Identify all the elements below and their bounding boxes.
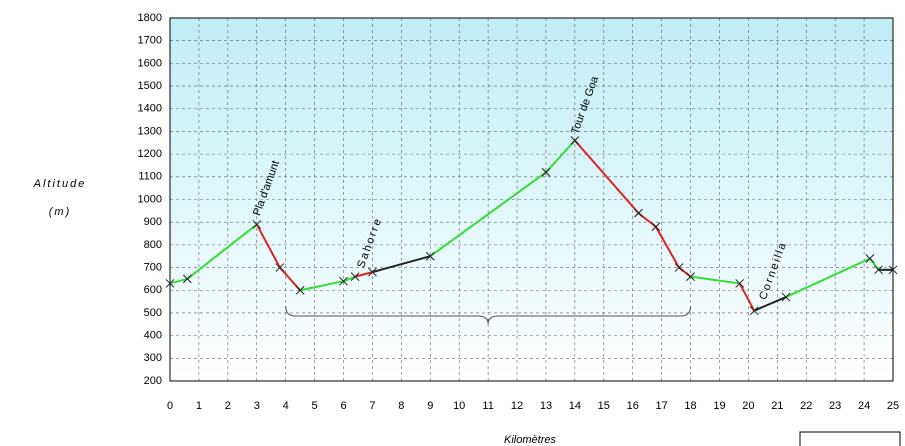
point-marker bbox=[865, 254, 875, 263]
x-tick-label: 5 bbox=[312, 400, 318, 412]
x-tick-label: 3 bbox=[254, 400, 260, 412]
x-tick-label: 17 bbox=[656, 400, 668, 412]
x-tick-label: 1 bbox=[196, 400, 202, 412]
point-marker bbox=[295, 285, 305, 295]
x-tick-label: 18 bbox=[684, 400, 696, 412]
point-marker bbox=[165, 279, 175, 288]
y-tick-label: 200 bbox=[144, 375, 162, 387]
y-tick-label: 1400 bbox=[138, 103, 162, 115]
point-marker bbox=[749, 306, 759, 316]
legend-box bbox=[799, 431, 901, 446]
line-segment bbox=[785, 257, 871, 298]
y-tick-label: 1700 bbox=[138, 35, 162, 47]
plot-border bbox=[169, 17, 894, 382]
y-tick-label: 1100 bbox=[138, 171, 162, 183]
point-marker bbox=[252, 220, 262, 229]
x-tick-label: 9 bbox=[427, 400, 433, 412]
point-marker bbox=[541, 167, 551, 177]
line-segment bbox=[255, 223, 281, 269]
y-tick-label: 400 bbox=[144, 330, 162, 342]
y-tick-label: 700 bbox=[144, 261, 162, 273]
line-segment bbox=[186, 223, 258, 280]
line-segment bbox=[654, 226, 680, 269]
y-tick-label: 900 bbox=[144, 216, 162, 228]
x-axis-label: Kilomètres bbox=[504, 434, 556, 446]
point-marker bbox=[781, 292, 791, 302]
y-tick-label: 500 bbox=[144, 307, 162, 319]
y-tick-label: 1300 bbox=[138, 125, 162, 137]
point-marker bbox=[350, 272, 360, 281]
point-marker bbox=[275, 263, 285, 272]
line-segment bbox=[169, 277, 188, 285]
point-marker bbox=[735, 279, 745, 288]
point-marker bbox=[651, 222, 661, 232]
y-tick-label: 1200 bbox=[138, 148, 162, 160]
y-tick-label: 1800 bbox=[138, 12, 162, 24]
x-tick-label: 21 bbox=[771, 400, 783, 412]
y-tick-label: 300 bbox=[144, 352, 162, 364]
point-marker bbox=[674, 263, 684, 272]
y-tick-label: 600 bbox=[144, 284, 162, 296]
line-segment bbox=[574, 139, 640, 214]
line-segment bbox=[753, 296, 787, 312]
x-tick-label: 16 bbox=[627, 400, 639, 412]
x-tick-label: 15 bbox=[598, 400, 610, 412]
x-tick-label: 2 bbox=[225, 400, 231, 412]
line-segment bbox=[690, 275, 740, 285]
y-tick-label: 1500 bbox=[138, 80, 162, 92]
x-tick-label: 20 bbox=[742, 400, 754, 412]
point-marker bbox=[368, 267, 377, 277]
line-segment bbox=[738, 282, 756, 312]
x-tick-label: 12 bbox=[511, 400, 523, 412]
x-tick-label: 22 bbox=[800, 400, 812, 412]
x-tick-label: 11 bbox=[482, 400, 493, 412]
x-tick-label: 8 bbox=[398, 400, 404, 412]
point-marker bbox=[634, 208, 643, 218]
brace bbox=[285, 305, 692, 325]
x-tick-label: 6 bbox=[340, 400, 346, 412]
x-tick-label: 23 bbox=[829, 400, 841, 412]
y-axis-label: (m) bbox=[49, 206, 72, 218]
line-segment bbox=[343, 275, 356, 283]
x-tick-label: 19 bbox=[713, 400, 725, 412]
point-marker bbox=[888, 265, 898, 275]
x-tick-label: 24 bbox=[858, 400, 870, 412]
x-tick-label: 4 bbox=[283, 400, 289, 412]
x-tick-label: 13 bbox=[540, 400, 552, 412]
point-marker bbox=[182, 274, 192, 284]
x-tick-label: 10 bbox=[453, 400, 465, 412]
point-marker bbox=[570, 136, 580, 145]
x-tick-label: 14 bbox=[569, 400, 581, 412]
x-tick-label: 7 bbox=[369, 400, 375, 412]
y-tick-label: 1600 bbox=[138, 57, 162, 69]
y-tick-label: 800 bbox=[144, 239, 162, 251]
point-marker bbox=[686, 272, 695, 281]
line-segment bbox=[429, 171, 547, 258]
line-segment bbox=[545, 139, 576, 173]
x-tick-label: 0 bbox=[167, 400, 173, 412]
line-segment bbox=[354, 271, 373, 278]
y-axis-label: Altitude bbox=[33, 178, 87, 190]
y-tick-label: 1000 bbox=[138, 193, 162, 205]
x-tick-label: 25 bbox=[887, 400, 899, 412]
line-segment bbox=[372, 255, 431, 274]
point-marker bbox=[339, 276, 348, 286]
point-marker bbox=[874, 265, 883, 275]
line-segment bbox=[299, 280, 344, 292]
point-marker bbox=[425, 251, 435, 261]
